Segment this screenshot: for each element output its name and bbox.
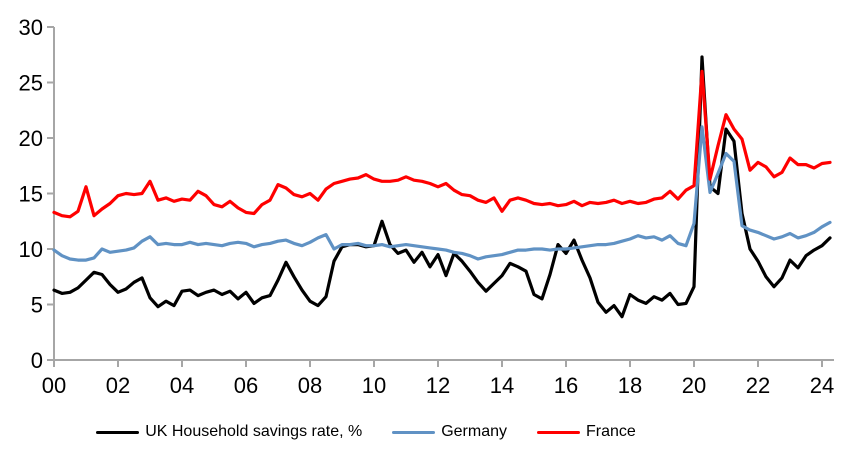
y-tick-label: 30: [19, 15, 43, 40]
y-tick-label: 15: [19, 182, 43, 207]
legend-label-france: France: [586, 423, 636, 440]
legend-label-uk: UK Household savings rate, %: [145, 423, 363, 440]
chart-legend: UK Household savings rate, % Germany Fra…: [0, 423, 852, 441]
series-line-germany: [52, 125, 832, 262]
x-tick-label: 00: [42, 373, 66, 398]
x-tick-label: 08: [298, 373, 322, 398]
x-tick-label: 24: [810, 373, 834, 398]
legend-item-france: France: [537, 423, 636, 441]
y-tick-label: 25: [19, 71, 43, 96]
series-line-france: [52, 69, 832, 219]
legend-line-swatch-uk: [96, 430, 140, 434]
legend-item-germany: Germany: [392, 423, 507, 441]
chart-canvas: 0 5 10 15 20 25 30 00 02 04 06 08 10 12 14 16 18 20 22 24: [19, 15, 835, 398]
legend-label-germany: Germany: [441, 423, 507, 440]
y-tick-label: 0: [31, 348, 43, 373]
legend-line-swatch-germany: [392, 430, 436, 434]
savings-rate-chart: 0 5 10 15 20 25 30 00 02 04 06 08 10 12 14 16 18 20 22 24: [19, 15, 835, 398]
x-tick-label: 10: [362, 373, 386, 398]
legend-line-swatch-france: [537, 430, 580, 434]
x-tick-label: 04: [170, 373, 194, 398]
x-tick-label: 06: [234, 373, 258, 398]
x-tick-label: 20: [682, 373, 706, 398]
x-tick-label: 16: [554, 373, 578, 398]
x-tick-label: 14: [490, 373, 514, 398]
y-tick-label: 5: [31, 293, 43, 318]
x-tick-label: 02: [106, 373, 130, 398]
y-tick-label: 10: [19, 237, 43, 262]
legend-item-uk: UK Household savings rate, %: [96, 423, 362, 441]
x-tick-label: 12: [426, 373, 450, 398]
x-tick-label: 22: [746, 373, 770, 398]
x-tick-label: 18: [618, 373, 642, 398]
y-tick-label: 20: [19, 126, 43, 151]
